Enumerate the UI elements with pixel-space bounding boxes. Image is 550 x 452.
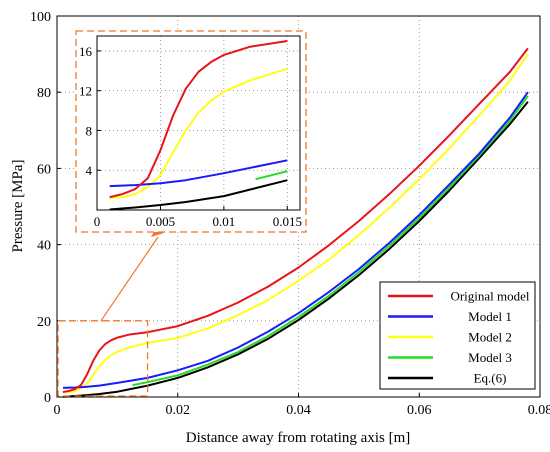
legend-label: Model 3 bbox=[468, 350, 512, 365]
series-line-original-model bbox=[62, 47, 529, 393]
inset-series-line-eq-6 bbox=[109, 179, 288, 210]
legend-label: Eq.(6) bbox=[474, 371, 507, 386]
x-tick-label: 0.06 bbox=[407, 403, 432, 418]
inset-x-tick-label: 0.01 bbox=[213, 214, 236, 229]
inset-series-line-original-model bbox=[109, 40, 288, 199]
zoom-arrow-head bbox=[151, 228, 164, 237]
legend-box bbox=[379, 281, 536, 390]
y-tick-label: 100 bbox=[30, 10, 51, 25]
inset-y-tick-label: 16 bbox=[79, 44, 93, 59]
inset-series-line-model-1 bbox=[109, 159, 288, 188]
inset-y-tick-label: 4 bbox=[86, 163, 93, 178]
zoom-indicator bbox=[57, 228, 164, 397]
inset-y-tick-label: 12 bbox=[79, 84, 92, 99]
inset-plot-frame bbox=[96, 35, 301, 211]
x-tick-label: 0.02 bbox=[166, 403, 191, 418]
inset-y-tick-label: 8 bbox=[86, 123, 93, 138]
inset-series-group bbox=[109, 40, 288, 210]
zoom-arrow-line bbox=[100, 236, 159, 322]
zoom-region-box bbox=[57, 320, 149, 397]
inset-series-line-model-2 bbox=[109, 67, 288, 200]
y-tick-label: 80 bbox=[37, 86, 51, 101]
inset-border bbox=[75, 30, 307, 233]
legend-label: Model 1 bbox=[468, 309, 512, 324]
series-line-model-3 bbox=[132, 95, 529, 387]
inset-tick-labels: 0 0.005 0.01 0.015 4 8 12 16 bbox=[79, 44, 302, 229]
x-tick-label: 0.04 bbox=[286, 403, 311, 418]
y-tick-label: 60 bbox=[37, 162, 51, 177]
y-tick-label: 40 bbox=[37, 239, 51, 254]
inset-x-tick-label: 0.015 bbox=[273, 214, 302, 229]
legend-label: Model 2 bbox=[468, 330, 512, 345]
inset-chart: 0 0.005 0.01 0.015 4 8 12 16 bbox=[75, 30, 307, 233]
x-tick-label: 0 bbox=[54, 403, 61, 418]
series-line-model-2 bbox=[62, 53, 529, 394]
main-series-group bbox=[62, 47, 529, 398]
inset-x-tick-label: 0.005 bbox=[146, 214, 175, 229]
y-axis-label: Pressure [MPa] bbox=[10, 160, 26, 253]
x-axis-label: Distance away from rotating axis [m] bbox=[186, 430, 411, 446]
legend-label: Original model bbox=[450, 289, 529, 304]
legend: Original model Model 1 Model 2 Model 3 Eq.(6… bbox=[379, 281, 536, 390]
x-tick-label: 0.08 bbox=[528, 403, 550, 418]
y-tick-label: 0 bbox=[44, 391, 51, 406]
inset-x-tick-label: 0 bbox=[94, 214, 101, 229]
inset-series-line-model-3 bbox=[255, 170, 288, 181]
y-tick-label: 20 bbox=[37, 315, 51, 330]
series-line-eq-6 bbox=[62, 101, 529, 398]
series-line-model-1 bbox=[62, 91, 529, 389]
